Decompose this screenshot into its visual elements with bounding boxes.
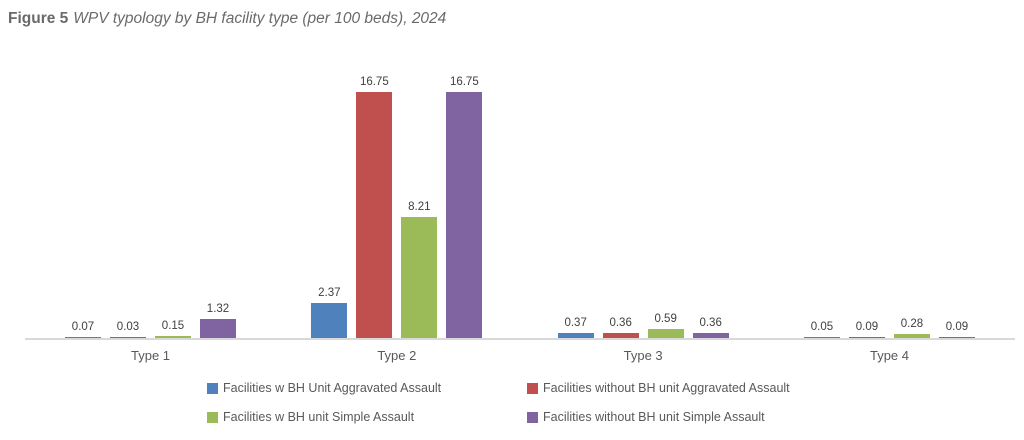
bar-column: 0.37 xyxy=(557,60,594,338)
bar-column: 0.28 xyxy=(893,60,930,338)
bar-column: 0.07 xyxy=(65,60,101,338)
bar-series-0-type-3 xyxy=(557,332,594,338)
figure-title-prefix: Figure 5 xyxy=(8,10,69,27)
legend-marker-icon xyxy=(527,382,538,394)
bar-group-type-4: 0.05 0.09 0.28 0.09 xyxy=(803,60,975,338)
legend-label: Facilities w BH Unit Aggravated Assault xyxy=(223,381,442,395)
bar-value-label: 2.37 xyxy=(318,287,341,300)
bar-column: 0.09 xyxy=(938,60,975,338)
bar-value-label: 0.03 xyxy=(116,321,140,333)
bar-group-type-3: 0.37 0.36 0.59 0.36 xyxy=(557,60,729,338)
legend-label: Facilities without BH unit Simple Assaul… xyxy=(543,410,765,424)
bar-series-0-type-2 xyxy=(311,303,348,338)
category-label: Type 3 xyxy=(623,348,663,363)
legend-marker-icon xyxy=(527,411,538,423)
bar-series-3-type-3 xyxy=(692,332,729,338)
bar-series-1-type-4 xyxy=(848,336,885,338)
bar-series-3-type-1 xyxy=(200,318,236,338)
bar-series-2-type-3 xyxy=(647,329,684,338)
bar-value-label: 0.36 xyxy=(699,316,722,329)
bar-value-label: 16.75 xyxy=(449,75,479,88)
bar-column: 16.75 xyxy=(356,60,393,338)
bar-series-3-type-4 xyxy=(938,336,975,338)
bar-value-label: 0.07 xyxy=(71,320,95,333)
bar-column: 0.03 xyxy=(110,60,146,338)
bar-group-type-2: 2.37 16.75 8.21 16.75 xyxy=(311,60,483,338)
bar-column: 2.37 xyxy=(311,60,348,338)
category-label: Type 4 xyxy=(869,348,909,363)
legend-item: Facilities w BH unit Simple Assault xyxy=(207,410,527,424)
bar-series-1-type-3 xyxy=(602,332,639,338)
bar-column: 0.15 xyxy=(155,60,191,338)
bar-value-label: 0.36 xyxy=(609,316,632,329)
legend-label: Facilities without BH unit Aggravated As… xyxy=(543,381,790,395)
bar-value-label: 0.05 xyxy=(810,321,834,333)
legend-label: Facilities w BH unit Simple Assault xyxy=(223,410,415,424)
x-axis-labels: Type 1 Type 2 Type 3 Type 4 xyxy=(25,348,1015,363)
bar-column: 16.75 xyxy=(446,60,483,338)
legend-item: Facilities without BH unit Simple Assaul… xyxy=(527,410,1024,424)
bar-column: 0.36 xyxy=(602,60,639,338)
bar-column: 0.59 xyxy=(647,60,684,338)
bar-value-label: 0.28 xyxy=(900,317,924,330)
bar-series-2-type-2 xyxy=(401,217,438,338)
legend-item: Facilities w BH Unit Aggravated Assault xyxy=(207,381,527,395)
bar-value-label: 0.37 xyxy=(564,316,587,329)
figure-title: Figure 5 WPV typology by BH facility type… xyxy=(8,10,446,28)
bar-column: 0.09 xyxy=(848,60,885,338)
bar-column: 8.21 xyxy=(401,60,438,338)
legend-marker-icon xyxy=(207,411,218,423)
category-label: Type 2 xyxy=(377,348,417,363)
x-axis-line xyxy=(25,338,1015,340)
bar-series-1-type-2 xyxy=(356,91,393,338)
bar-value-label: 0.09 xyxy=(945,320,969,333)
bar-series-2-type-4 xyxy=(893,333,930,338)
figure-title-subtitle: WPV typology by BH facility type (per 10… xyxy=(73,10,447,27)
bar-value-label: 0.15 xyxy=(161,319,185,332)
bar-series-0-type-4 xyxy=(803,337,840,338)
bar-group-type-1: 0.07 0.03 0.15 1.32 xyxy=(65,60,236,338)
bar-value-label: 8.21 xyxy=(408,201,431,214)
bar-series-1-type-1 xyxy=(110,337,146,338)
bar-series-2-type-1 xyxy=(155,335,191,338)
bar-series-0-type-1 xyxy=(65,336,101,338)
bar-value-label: 1.32 xyxy=(206,302,230,315)
legend-item: Facilities without BH unit Aggravated As… xyxy=(527,381,1024,395)
bar-column: 0.05 xyxy=(803,60,840,338)
bar-value-label: 16.75 xyxy=(359,75,389,88)
bar-value-label: 0.59 xyxy=(654,313,677,326)
bar-value-label: 0.09 xyxy=(855,320,879,333)
bar-column: 1.32 xyxy=(200,60,236,338)
bar-column: 0.36 xyxy=(692,60,729,338)
bar-chart-plot: 0.07 0.03 0.15 1.32 2.37 16.75 8.21 16.75 0.37 0.… xyxy=(25,60,1015,338)
bar-series-3-type-2 xyxy=(446,91,483,338)
category-label: Type 1 xyxy=(130,348,171,363)
legend-marker-icon xyxy=(207,382,218,394)
chart-legend: Facilities w BH Unit Aggravated Assault F… xyxy=(0,381,1024,424)
